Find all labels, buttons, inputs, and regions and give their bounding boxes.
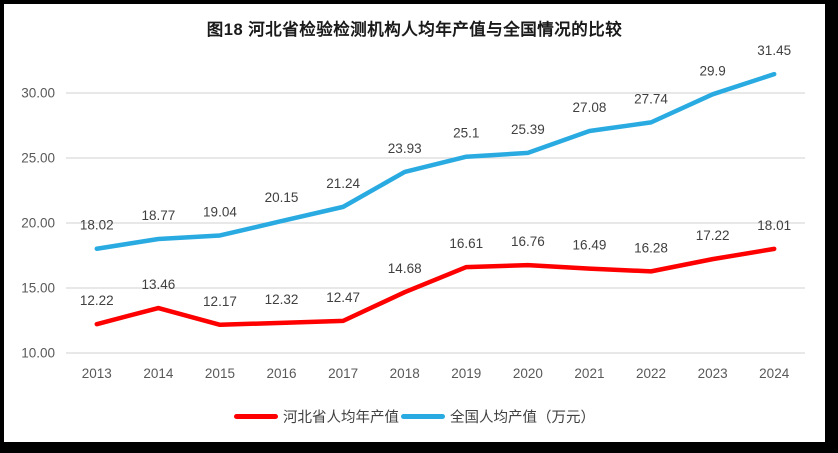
data-label-national: 18.02 bbox=[80, 218, 114, 233]
data-label-hebei: 14.68 bbox=[388, 261, 422, 276]
line-chart: 10.00 15.00 20.00 25.00 30.00 2013 2014 2015 201… bbox=[21, 43, 805, 381]
series-line-hebei bbox=[94, 246, 777, 328]
legend-item-hebei: 河北省人均年产值 bbox=[234, 406, 399, 427]
y-axis-tick-label: 25.00 bbox=[21, 151, 55, 166]
y-axis-tick-label: 20.00 bbox=[21, 216, 55, 231]
x-axis-tick-label: 2015 bbox=[205, 366, 235, 381]
data-label-national: 19.04 bbox=[203, 204, 237, 219]
x-axis-tick-label: 2018 bbox=[390, 366, 420, 381]
data-label-national: 27.74 bbox=[634, 91, 668, 106]
x-axis-tick-label: 2020 bbox=[513, 366, 543, 381]
data-label-national: 31.45 bbox=[757, 43, 791, 58]
x-axis-tick-label: 2013 bbox=[82, 366, 112, 381]
data-label-national: 21.24 bbox=[326, 176, 360, 191]
data-label-national: 29.9 bbox=[699, 63, 725, 78]
y-axis-tick-label: 30.00 bbox=[21, 86, 55, 101]
chart-canvas: 图18 河北省检验检测机构人均年产值与全国情况的比较 10.00 15.00 20.… bbox=[4, 4, 825, 442]
y-axis-tick-label: 10.00 bbox=[21, 346, 55, 361]
data-label-hebei: 12.32 bbox=[265, 292, 299, 307]
data-label-hebei: 16.49 bbox=[573, 238, 607, 253]
x-axis-tick-label: 2022 bbox=[636, 366, 666, 381]
data-label-hebei: 12.22 bbox=[80, 293, 114, 308]
data-label-hebei: 16.61 bbox=[449, 236, 483, 251]
x-axis-tick-label: 2019 bbox=[451, 366, 481, 381]
series-line-national bbox=[94, 71, 777, 251]
legend-label-hebei: 河北省人均年产值 bbox=[283, 410, 399, 426]
data-label-hebei: 16.76 bbox=[511, 234, 545, 249]
data-label-national: 23.93 bbox=[388, 141, 422, 156]
data-label-national: 18.77 bbox=[141, 208, 175, 223]
x-axis-tick-label: 2014 bbox=[143, 366, 174, 381]
chart-legend: 河北省人均年产值 全国人均产值（万元） bbox=[4, 406, 825, 427]
data-label-hebei: 18.01 bbox=[757, 218, 791, 233]
x-axis-tick-label: 2016 bbox=[267, 366, 297, 381]
data-label-national: 25.39 bbox=[511, 122, 545, 137]
legend-line-swatch-national bbox=[401, 414, 445, 419]
data-label-hebei: 12.17 bbox=[203, 294, 237, 309]
chart-title: 图18 河北省检验检测机构人均年产值与全国情况的比较 bbox=[206, 21, 623, 39]
data-label-hebei: 13.46 bbox=[141, 277, 175, 292]
x-axis-tick-label: 2023 bbox=[698, 366, 728, 381]
data-label-national: 20.15 bbox=[265, 190, 299, 205]
data-label-hebei: 17.22 bbox=[696, 228, 730, 243]
data-label-hebei: 16.28 bbox=[634, 240, 668, 255]
data-label-national: 25.1 bbox=[453, 126, 479, 141]
data-label-hebei: 12.47 bbox=[326, 290, 360, 305]
data-label-national: 27.08 bbox=[573, 100, 607, 115]
x-axis-tick-label: 2021 bbox=[574, 366, 604, 381]
y-axis-tick-label: 15.00 bbox=[21, 281, 55, 296]
x-axis-tick-label: 2024 bbox=[759, 366, 790, 381]
legend-line-swatch-hebei bbox=[234, 414, 278, 419]
x-axis-tick-label: 2017 bbox=[328, 366, 358, 381]
legend-label-national: 全国人均产值（万元） bbox=[450, 410, 595, 426]
legend-item-national: 全国人均产值（万元） bbox=[401, 406, 595, 427]
